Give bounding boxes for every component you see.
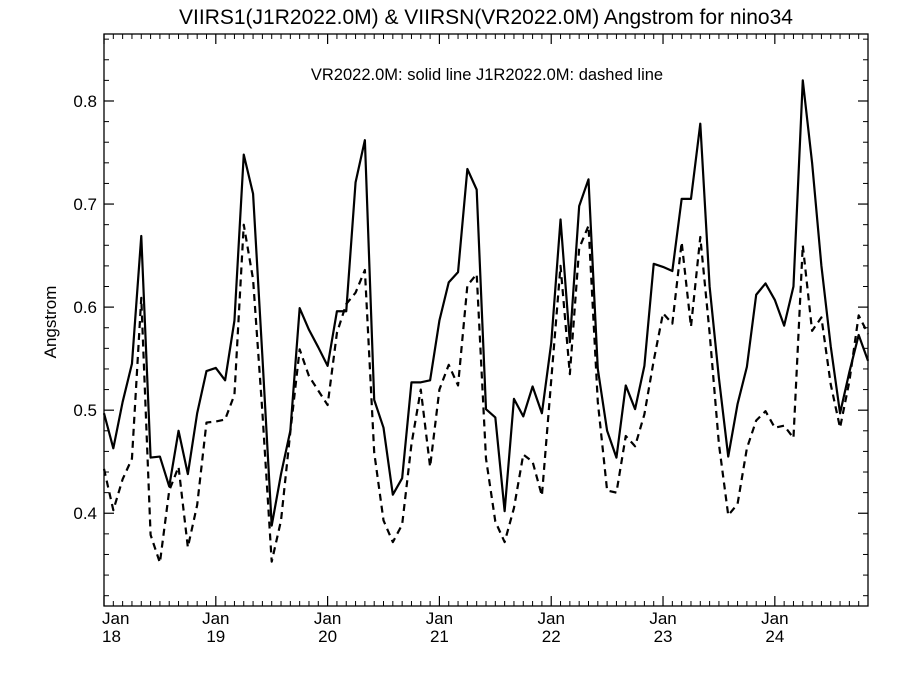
series-line-dashed [102,223,869,564]
series-line-solid [102,79,870,527]
x-tick-label-month: Jan [761,609,788,628]
y-tick-label: 0.4 [73,504,97,523]
y-tick-label: 0.8 [73,92,97,111]
x-tick-label-year: 19 [206,627,225,646]
x-tick-label-month: Jan [314,609,341,628]
x-tick-label-month: Jan [102,609,129,628]
x-tick-label-month: Jan [426,609,453,628]
y-tick-label: 0.6 [73,298,97,317]
chart-title: VIIRS1(J1R2022.0M) & VIIRSN(VR2022.0M) A… [179,6,793,29]
x-tick-label-year: 21 [430,627,449,646]
x-tick-label-year: 23 [654,627,673,646]
x-tick-label-month: Jan [649,609,676,628]
y-tick-label: 0.7 [73,195,97,214]
series-annotation: VR2022.0M: solid line J1R2022.0M: dashed… [311,66,663,84]
series-lines [102,79,870,564]
x-tick-label-year: 20 [318,627,337,646]
x-tick-label-month: Jan [538,609,565,628]
y-tick-label: 0.5 [73,401,97,420]
x-tick-label-year: 18 [102,627,121,646]
axis-ticks [103,34,869,606]
x-tick-label-year: 22 [542,627,561,646]
x-tick-label-month: Jan [202,609,229,628]
axis-tick-labels: 0.40.50.60.70.8Jan18Jan19Jan20Jan21Jan22… [73,92,788,646]
y-axis-label: Angstrom [41,286,60,359]
x-tick-label-year: 24 [765,627,784,646]
